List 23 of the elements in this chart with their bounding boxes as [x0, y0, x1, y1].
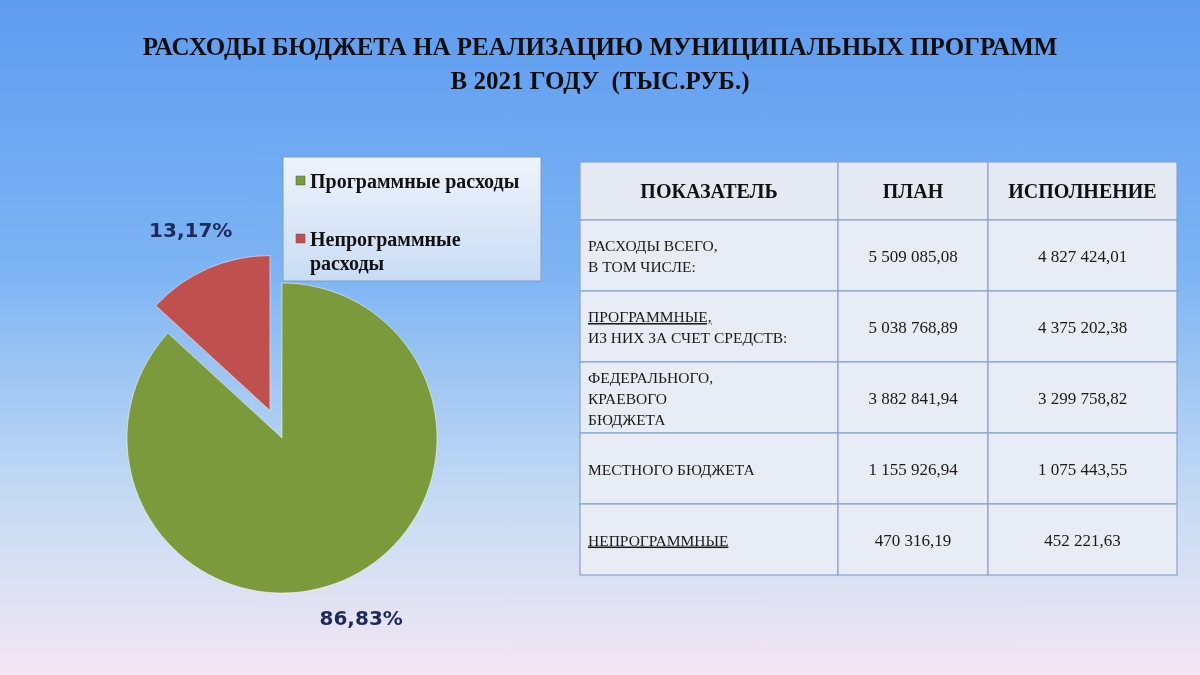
text: ФЕДЕРАЛЬНОГО, КРАЕВОГО БЮДЖЕТА [588, 368, 714, 428]
text: 4 827 424,01 [1037, 246, 1128, 266]
text: 1 155 926,94 [868, 459, 958, 479]
text: РАСХОДЫ БЮДЖЕТА НА РЕАЛИЗАЦИЮ МУНИЦИПАЛЬНЫХ ПРОГРАММ В 2021 ГОДУ (ТЫС.РУБ.) [142, 33, 1058, 95]
data-label: 13,17% [149, 218, 233, 243]
text: 5 038 768,89 [868, 317, 958, 337]
text: 1 075 443,55 [1037, 459, 1128, 479]
text: МЕСТНОГО БЮДЖЕТА [588, 460, 755, 478]
text: 3 882 841,94 [868, 388, 958, 408]
text: 470 316,19 [874, 530, 952, 550]
text: НЕПРОГРАММНЫЕ [588, 531, 729, 549]
text: 452 221,63 [1044, 530, 1121, 550]
text: 4 375 202,38 [1037, 317, 1128, 337]
category-label: ПЛАН [882, 180, 944, 202]
text: РАСХОДЫ ВСЕГО, В ТОМ ЧИСЛЕ: [588, 237, 718, 275]
category-label: ИСПОЛНЕНИЕ [1008, 180, 1157, 202]
legend-label: Программные расходы [310, 170, 520, 193]
text: ПРОГРАММНЫЕ, ИЗ НИХ ЗА СЧЕТ СРЕДСТВ: [588, 308, 788, 346]
text: 3 299 758,82 [1037, 388, 1128, 408]
legend-label: Непрограммные расходы [310, 228, 461, 275]
data-label: 86,83% [319, 606, 403, 631]
text: 5 509 085,08 [868, 246, 958, 266]
category-label: ПОКАЗАТЕЛЬ [640, 180, 778, 202]
